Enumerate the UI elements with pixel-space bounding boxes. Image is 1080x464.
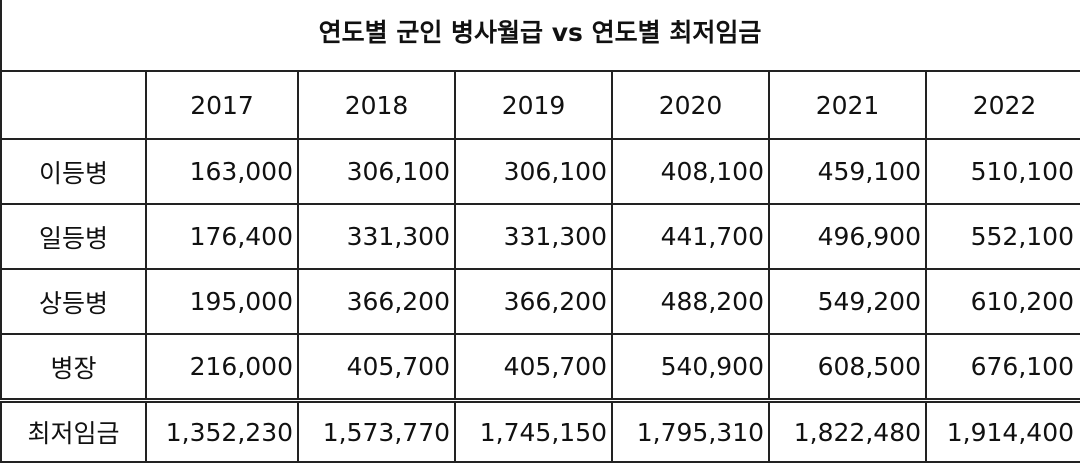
salary-cell: 366,200: [454, 268, 613, 335]
rank-label: 상등병: [0, 268, 147, 335]
year-header: 2018: [297, 70, 456, 140]
table-row: 상등병 195,000 366,200 366,200 488,200 549,…: [0, 268, 1080, 335]
salary-cell: 676,100: [925, 333, 1080, 402]
corner-cell: [0, 70, 147, 140]
salary-cell: 488,200: [611, 268, 770, 335]
min-wage-row: 최저임금 1,352,230 1,573,770 1,745,150 1,795…: [0, 398, 1080, 463]
year-header: 2017: [145, 70, 299, 140]
table-row: 이등병 163,000 306,100 306,100 408,100 459,…: [0, 138, 1080, 205]
salary-cell: 163,000: [145, 138, 299, 205]
table-row: 일등병 176,400 331,300 331,300 441,700 496,…: [0, 203, 1080, 270]
salary-cell: 496,900: [768, 203, 927, 270]
salary-cell: 608,500: [768, 333, 927, 402]
salary-cell: 195,000: [145, 268, 299, 335]
min-wage-cell: 1,745,150: [454, 398, 613, 463]
salary-table: 2017 2018 2019 2020 2021 2022 이등병 163,00…: [0, 70, 1080, 463]
rank-label: 병장: [0, 333, 147, 402]
salary-cell: 540,900: [611, 333, 770, 402]
year-header: 2022: [925, 70, 1080, 140]
year-header: 2021: [768, 70, 927, 140]
min-wage-cell: 1,573,770: [297, 398, 456, 463]
salary-cell: 306,100: [454, 138, 613, 205]
year-header: 2019: [454, 70, 613, 140]
salary-cell: 366,200: [297, 268, 456, 335]
salary-cell: 552,100: [925, 203, 1080, 270]
salary-cell: 408,100: [611, 138, 770, 205]
salary-cell: 176,400: [145, 203, 299, 270]
salary-cell: 405,700: [297, 333, 456, 402]
year-header: 2020: [611, 70, 770, 140]
rank-label: 일등병: [0, 203, 147, 270]
rank-label: 이등병: [0, 138, 147, 205]
salary-cell: 405,700: [454, 333, 613, 402]
salary-cell: 216,000: [145, 333, 299, 402]
min-wage-cell: 1,352,230: [145, 398, 299, 463]
salary-cell: 331,300: [454, 203, 613, 270]
salary-cell: 441,700: [611, 203, 770, 270]
min-wage-label: 최저임금: [0, 398, 147, 463]
min-wage-cell: 1,795,310: [611, 398, 770, 463]
salary-cell: 610,200: [925, 268, 1080, 335]
salary-cell: 549,200: [768, 268, 927, 335]
header-row: 2017 2018 2019 2020 2021 2022: [0, 70, 1080, 140]
salary-cell: 459,100: [768, 138, 927, 205]
title-left-border: [0, 0, 2, 70]
min-wage-cell: 1,822,480: [768, 398, 927, 463]
salary-cell: 306,100: [297, 138, 456, 205]
min-wage-cell: 1,914,400: [925, 398, 1080, 463]
salary-cell: 510,100: [925, 138, 1080, 205]
salary-cell: 331,300: [297, 203, 456, 270]
page-title: 연도별 군인 병사월급 vs 연도별 최저임금: [318, 18, 762, 47]
table-row: 병장 216,000 405,700 405,700 540,900 608,5…: [0, 333, 1080, 402]
